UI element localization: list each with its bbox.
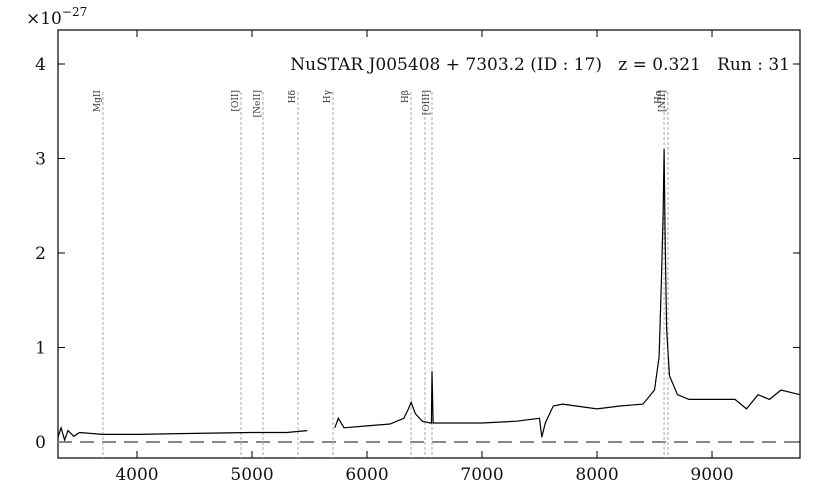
y-tick-label: 1 bbox=[35, 338, 46, 358]
offset-text: ×10−27 bbox=[26, 5, 87, 29]
spectrum-line bbox=[57, 148, 801, 442]
emission-label: [OII] bbox=[231, 90, 241, 112]
y-tick-label: 4 bbox=[35, 55, 46, 75]
emission-label: Hδ bbox=[288, 90, 298, 103]
emission-label: [NeII] bbox=[253, 90, 263, 117]
y-tick-label: 3 bbox=[35, 149, 46, 169]
y-tick-label: 2 bbox=[35, 244, 46, 264]
chart-title: NuSTAR J005408 + 7303.2 (ID : 17) z = 0.… bbox=[290, 55, 790, 75]
emission-label: MgII bbox=[93, 90, 103, 113]
x-tick-label: 8000 bbox=[575, 465, 618, 485]
x-tick-label: 9000 bbox=[690, 465, 733, 485]
emission-label: [NII] bbox=[658, 90, 668, 112]
emission-label: Hβ bbox=[401, 90, 411, 103]
x-tick-label: 5000 bbox=[230, 465, 273, 485]
emission-label: Hα bbox=[654, 90, 664, 104]
plot-frame bbox=[57, 29, 801, 459]
x-tick-label: 4000 bbox=[115, 465, 158, 485]
x-tick-label: 7000 bbox=[460, 465, 503, 485]
x-tick-label: 6000 bbox=[345, 465, 388, 485]
y-tick-label: 0 bbox=[35, 433, 46, 453]
emission-label: Hγ bbox=[323, 90, 333, 103]
emission-label: [OIII] bbox=[422, 90, 432, 115]
